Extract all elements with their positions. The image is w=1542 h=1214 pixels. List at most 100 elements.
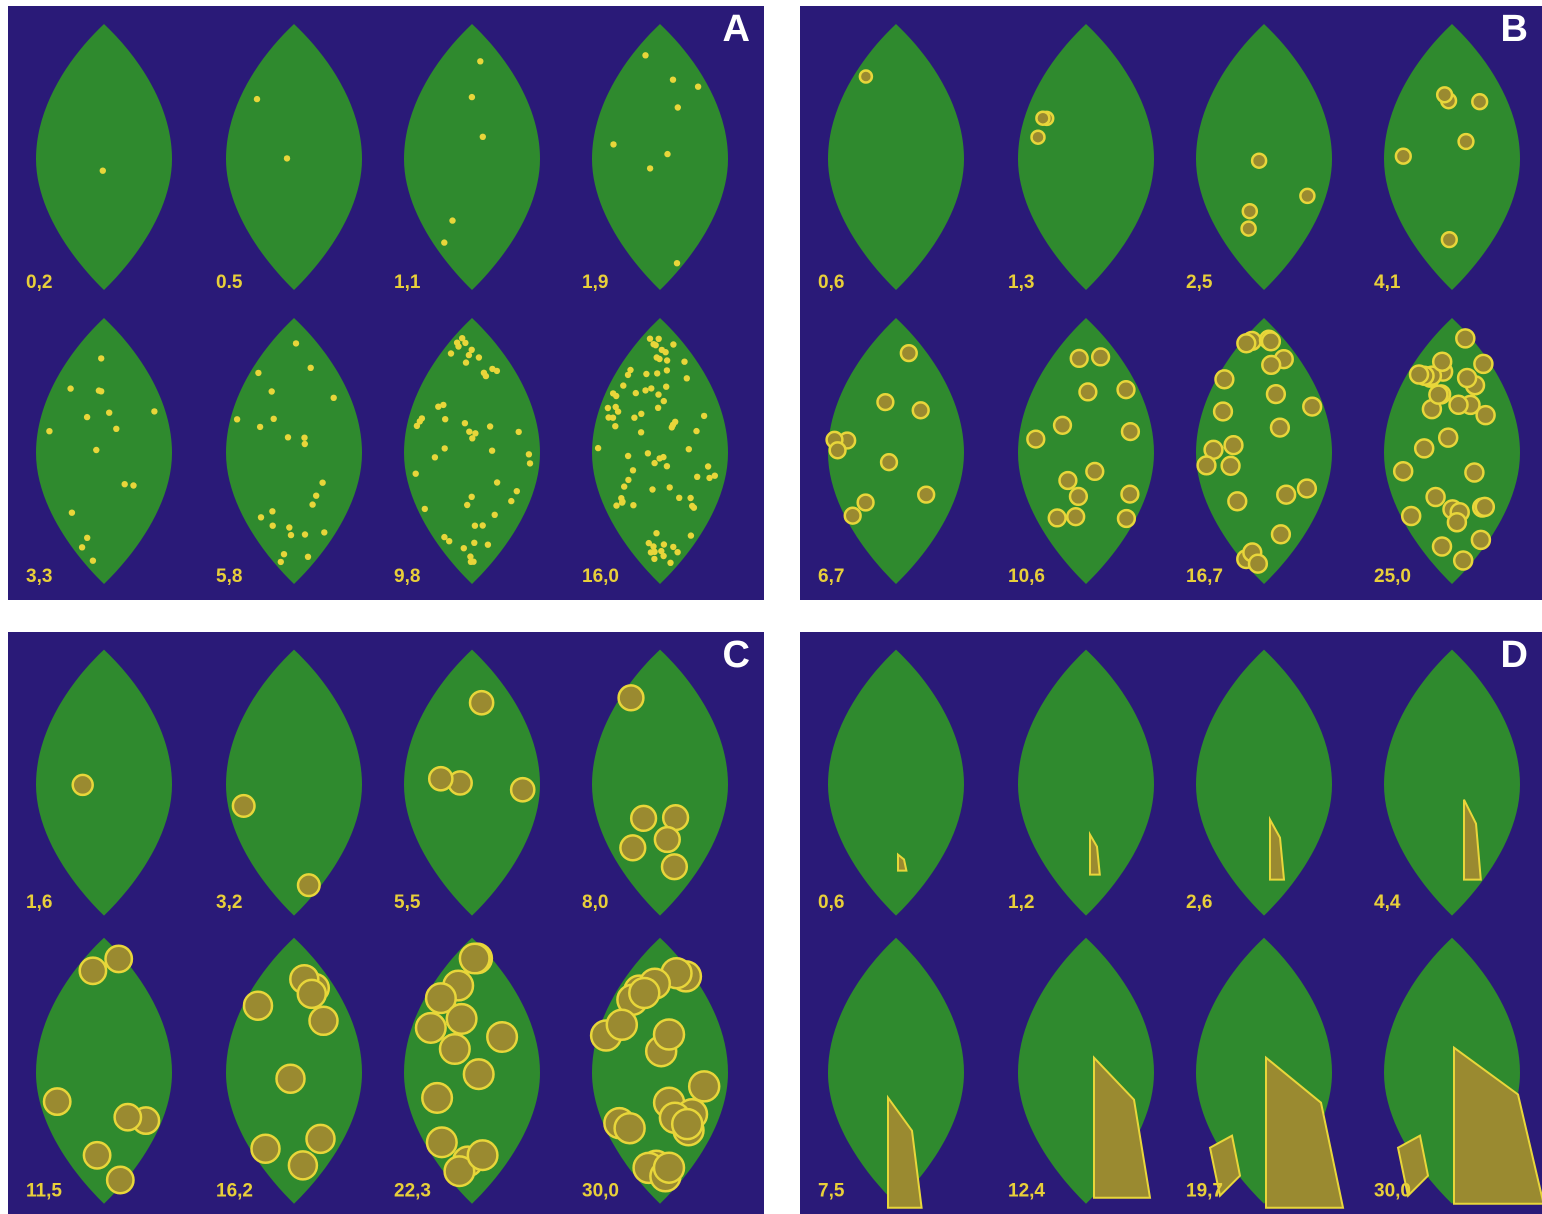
lesion xyxy=(828,441,847,460)
lesion xyxy=(897,852,908,872)
leaf xyxy=(1018,318,1154,584)
lesion xyxy=(287,1150,319,1181)
lesion xyxy=(687,494,694,502)
lesion xyxy=(283,155,291,162)
leaf-value-label: 3,2 xyxy=(216,892,242,913)
lesion xyxy=(664,150,671,158)
leaf-value-label: 16,7 xyxy=(1186,566,1223,587)
leaf xyxy=(592,24,728,290)
leaf-value-label: 30,0 xyxy=(1374,1180,1411,1201)
lesion xyxy=(660,541,668,548)
lesion xyxy=(231,793,256,818)
lesion xyxy=(460,545,467,552)
leaf-shape xyxy=(1018,649,1154,916)
lesion xyxy=(1030,129,1046,145)
lesion xyxy=(486,423,494,430)
lesion xyxy=(1428,384,1449,405)
leaf-shape xyxy=(36,649,172,916)
leaf-value-label: 1,2 xyxy=(1008,892,1034,913)
lesion xyxy=(1066,507,1086,527)
lesion xyxy=(304,553,312,560)
leaf xyxy=(828,937,964,1209)
leaf-shape xyxy=(1384,318,1520,584)
lesion xyxy=(858,69,874,84)
lesion xyxy=(461,420,469,427)
leaf-value-label: 22,3 xyxy=(394,1180,431,1201)
lesion xyxy=(488,447,496,454)
leaf-value-label: 7,5 xyxy=(818,1180,845,1201)
lesion xyxy=(629,467,637,474)
lesion xyxy=(1241,202,1259,220)
lesion xyxy=(856,493,875,512)
leaf-value-label: 4,4 xyxy=(1374,892,1401,913)
panel-c: 1,6 3,2 5,5 8,0 11,5 16,2 22,3 30,0 C xyxy=(8,632,764,1214)
lesion xyxy=(441,239,448,246)
lesion xyxy=(656,455,663,462)
lesion xyxy=(104,944,134,974)
lesion xyxy=(1475,404,1496,426)
lesion xyxy=(670,1107,704,1141)
lesion xyxy=(67,385,74,392)
lesion xyxy=(468,493,475,500)
lesion xyxy=(604,404,612,412)
lesion xyxy=(467,553,474,560)
lesion xyxy=(1396,1134,1430,1198)
lesion xyxy=(1085,461,1105,482)
leaf-value-label: 5,8 xyxy=(216,566,242,587)
lesion xyxy=(1470,529,1492,551)
lesion xyxy=(646,335,654,342)
lesion xyxy=(645,539,652,547)
lesion xyxy=(612,423,619,430)
leaf-shape xyxy=(226,318,362,584)
leaf xyxy=(592,318,728,584)
lesion xyxy=(1260,331,1282,352)
lesion xyxy=(466,428,473,435)
leaf-shape xyxy=(36,318,172,584)
lesion xyxy=(681,358,688,365)
leaf-value-label: 12,4 xyxy=(1008,1180,1045,1201)
lesion xyxy=(618,495,625,502)
lesion xyxy=(1473,353,1494,375)
lesion xyxy=(257,514,265,521)
leaf-shape xyxy=(404,318,540,584)
lesion xyxy=(269,522,276,529)
leaf-value-label: 0.5 xyxy=(216,272,243,293)
panel-letter: B xyxy=(1500,8,1528,50)
lesion xyxy=(652,1018,686,1051)
lesion xyxy=(515,428,522,436)
lesion xyxy=(685,446,692,453)
lesion xyxy=(1464,462,1485,483)
leaf xyxy=(1196,937,1345,1209)
leaf-value-label: 16,2 xyxy=(216,1180,253,1201)
lesion xyxy=(468,689,495,716)
lesion xyxy=(98,388,105,395)
lesion xyxy=(477,58,484,65)
lesion xyxy=(275,1063,306,1094)
leaf-shape xyxy=(404,24,540,290)
leaf-value-label: 1,1 xyxy=(394,272,421,293)
lesion xyxy=(1265,383,1287,405)
leaf xyxy=(226,318,362,584)
lesion xyxy=(1196,455,1217,476)
lesion xyxy=(1069,348,1089,369)
leaf-value-label: 1,3 xyxy=(1008,272,1034,293)
lesion xyxy=(624,371,632,379)
lesion xyxy=(1120,421,1141,442)
lesion xyxy=(253,95,261,103)
panel-a: 0,2 0.5 1,1 1,9 3,3 5,8 9,8 16,0 A xyxy=(8,6,764,600)
leaf-value-label: 8,0 xyxy=(582,892,608,913)
leaf-value-label: 11,5 xyxy=(26,1180,62,1201)
lesion xyxy=(467,558,475,565)
panel-b: 0,6 1,3 2,5 4,1 6,7 10,6 16,7 25,0 B xyxy=(800,6,1542,600)
lesion xyxy=(687,532,695,539)
lesion xyxy=(446,538,453,545)
leaf xyxy=(1384,24,1520,290)
leaf-value-label: 10,6 xyxy=(1008,566,1045,587)
lesion xyxy=(711,472,718,479)
lesion xyxy=(46,428,53,435)
lesion xyxy=(277,558,284,566)
lesion xyxy=(472,430,479,437)
lesion xyxy=(662,349,669,356)
lesion xyxy=(84,534,91,541)
lesion xyxy=(625,476,632,484)
